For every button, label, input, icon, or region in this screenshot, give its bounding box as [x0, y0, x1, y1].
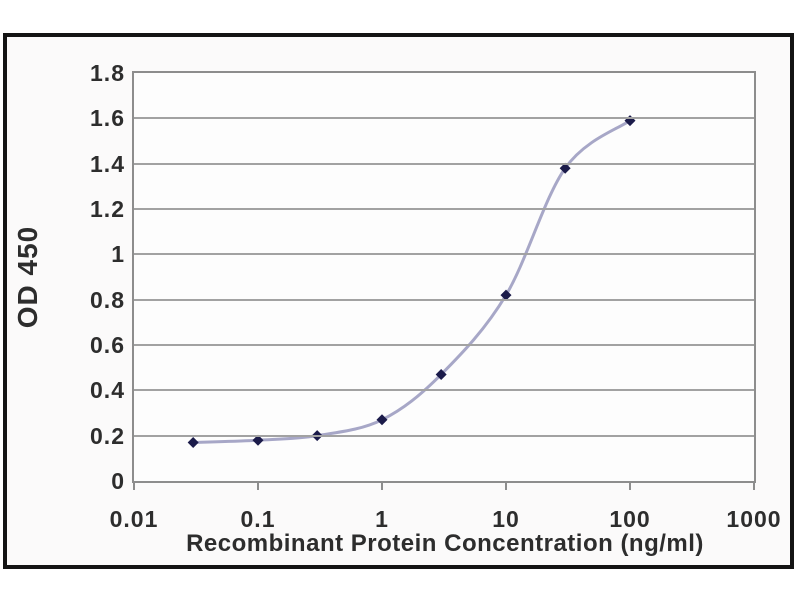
y-tick-label: 0.8 [90, 286, 125, 313]
x-tick-label: 1000 [726, 506, 782, 532]
gridline-y-0.6 [134, 344, 754, 346]
x-axis-tick [753, 483, 755, 490]
x-axis-tick [381, 483, 383, 490]
data-point-marker [252, 434, 264, 446]
x-tick-label: 1 [375, 506, 389, 532]
y-tick-label: 1.4 [90, 150, 125, 177]
x-axis-tick [257, 483, 259, 490]
series-line [193, 119, 631, 444]
y-tick-label: 0.2 [90, 422, 125, 449]
data-point-marker [559, 162, 571, 174]
x-axis-title: Recombinant Protein Concentration (ng/ml… [186, 530, 704, 557]
data-point-marker [187, 436, 199, 448]
y-tick-label: 1.8 [90, 60, 125, 86]
gridline-y-1.2 [134, 208, 754, 210]
gridline-y-0.2 [134, 434, 754, 437]
y-tick-label: 1 [111, 241, 125, 268]
gridline-y-1.4 [134, 162, 754, 165]
dose-response-curve [187, 115, 636, 448]
data-point-marker [376, 414, 388, 426]
gridline-y-1 [134, 253, 754, 256]
x-axis-tick [629, 483, 631, 490]
x-axis-tick [505, 483, 507, 490]
x-tick-label: 0.01 [109, 506, 159, 532]
x-axis-tick [133, 483, 135, 490]
y-tick-label: 1.2 [90, 196, 125, 222]
data-point-marker [435, 368, 447, 380]
y-tick-label: 0.6 [90, 332, 125, 358]
x-tick-label: 10 [492, 506, 520, 532]
y-tick-label: 1.6 [90, 105, 125, 132]
y-axis-title: OD 450 [12, 225, 43, 329]
x-tick-label: 0.1 [240, 506, 276, 532]
plot-area [132, 71, 756, 483]
gridline-y-0.4 [134, 389, 754, 392]
gridline-y-1.6 [134, 117, 754, 120]
data-point-marker [500, 289, 512, 301]
y-tick-label: 0.4 [90, 377, 125, 404]
y-tick-label: 0 [111, 468, 125, 494]
gridline-y-0.8 [134, 298, 754, 301]
x-tick-label: 100 [609, 506, 651, 532]
